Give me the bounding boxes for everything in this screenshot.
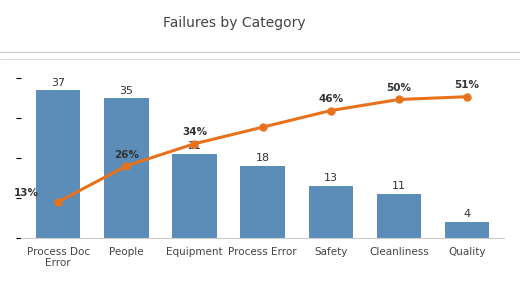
Text: 46%: 46% [318,94,343,104]
Text: 13%: 13% [14,188,39,198]
Text: 11: 11 [392,182,406,191]
Bar [376,194,421,238]
Bar [308,186,353,238]
Text: Failures by Category: Failures by Category [163,17,305,30]
Text: 35: 35 [120,86,133,96]
Text: 26%: 26% [114,150,139,160]
Text: 51%: 51% [454,80,479,90]
Bar [240,166,285,238]
Text: 50%: 50% [386,83,411,93]
Text: 34%: 34% [182,127,207,137]
Bar [36,90,81,238]
Bar [172,154,217,238]
Bar [104,98,149,238]
Text: 21: 21 [187,142,202,151]
Text: 18: 18 [255,153,270,164]
Bar [445,222,489,238]
Text: 37: 37 [51,77,66,88]
Text: 13: 13 [324,173,337,184]
Text: 4: 4 [463,209,471,220]
